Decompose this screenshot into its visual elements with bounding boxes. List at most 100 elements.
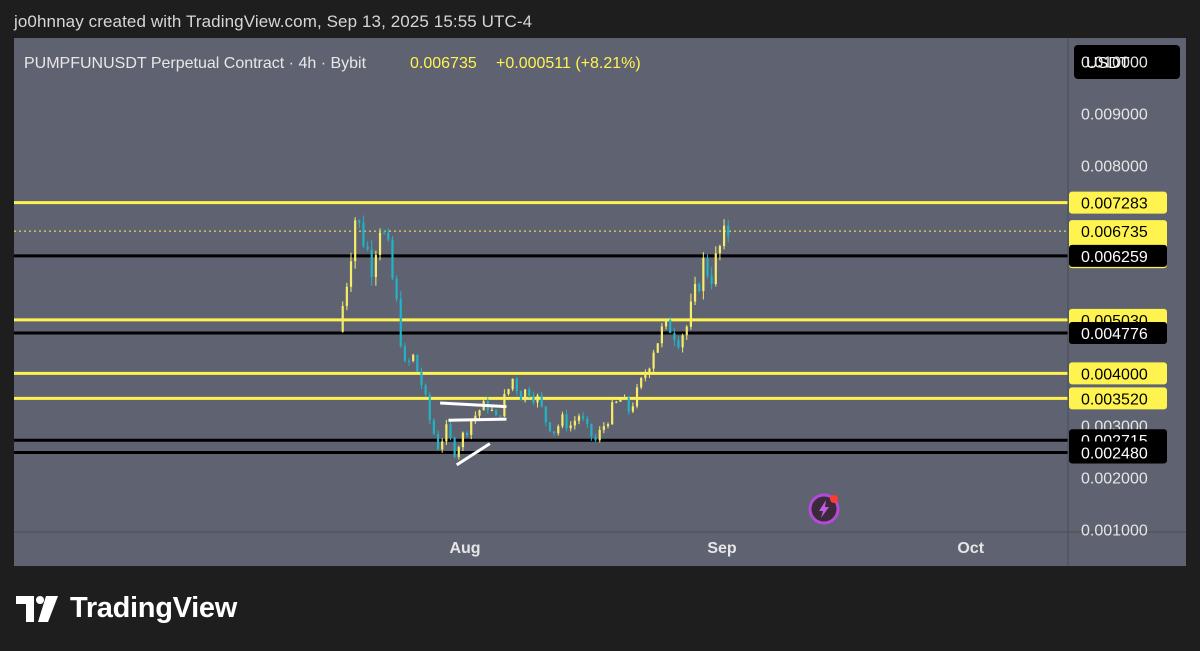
candle-body (341, 306, 344, 332)
candle-body (457, 447, 460, 457)
candle-body (669, 320, 672, 333)
candle-body (412, 354, 415, 361)
candle-body (540, 395, 543, 407)
candle-body (652, 352, 655, 369)
trend-line (455, 442, 491, 467)
tradingview-logo-icon (16, 595, 58, 622)
price-axis-tick: 0.001000 (1081, 522, 1148, 539)
price-axis-tick: 0.008000 (1081, 158, 1148, 175)
candle-body (714, 253, 717, 285)
flash-icon[interactable] (808, 493, 840, 525)
candle-body (594, 436, 597, 441)
candle-body (407, 360, 411, 362)
candle-body (673, 332, 676, 341)
candle-body (345, 286, 348, 307)
price-candles (341, 215, 730, 460)
candle-body (611, 402, 614, 425)
candle-body (420, 371, 423, 386)
candle-body (623, 397, 626, 399)
candle-body (428, 394, 431, 421)
price-level-badge (1069, 191, 1167, 214)
candle-body (606, 424, 610, 427)
price-level-label: 0.002480 (1081, 445, 1148, 462)
candle-body (528, 389, 531, 396)
candle-body (582, 416, 585, 419)
candle-body (586, 418, 589, 424)
candle-body (507, 389, 510, 394)
candle-body (677, 340, 680, 348)
price-level-label: 0.004776 (1081, 326, 1148, 343)
symbol-title: PUMPFUNUSDT Perpetual Contract · 4h · By… (24, 55, 367, 72)
candle-body (565, 414, 568, 429)
candle-body (685, 326, 688, 336)
price-level-label: 0.006735 (1081, 224, 1148, 241)
candle-body (524, 389, 527, 401)
candle-body (441, 441, 444, 450)
time-axis-tick: Sep (707, 540, 737, 557)
candle-body (656, 343, 659, 353)
candle-body (702, 257, 705, 292)
chart-attribution: jo0hnnay created with TradingView.com, S… (14, 12, 533, 31)
candle-body (573, 420, 576, 426)
candle-body (465, 432, 469, 435)
candle-body (693, 283, 697, 302)
time-axis-tick: Oct (957, 540, 984, 557)
price-level-label: 0.006259 (1081, 249, 1148, 266)
currency-button[interactable] (1074, 45, 1180, 79)
candle-body (391, 239, 394, 279)
candle-body (569, 425, 572, 429)
candle-body (681, 335, 684, 348)
candle-body (374, 254, 377, 278)
time-axis-ticks: Aug Sep Oct (449, 540, 984, 557)
candle-body (532, 395, 535, 403)
candle-body (490, 409, 494, 411)
last-price-label: 0.006735 (410, 55, 477, 72)
price-level-label: 0.003520 (1081, 391, 1148, 408)
candle-body (432, 420, 436, 434)
price-chart[interactable]: PUMPFUNUSDT Perpetual Contract · 4h · By… (14, 38, 1186, 566)
price-axis-ticks: 0.0100000.0090000.0080000.0030000.002000… (1081, 54, 1148, 539)
candle-body (536, 395, 539, 403)
candle-body (598, 429, 601, 441)
candle-body (436, 433, 440, 450)
brand-wordmark: TradingView (70, 592, 237, 624)
candle-body (470, 421, 473, 435)
price-axis-tick: 0.009000 (1081, 106, 1148, 123)
candle-body (453, 437, 456, 457)
candle-body (727, 225, 730, 237)
candle-body (602, 426, 605, 430)
candle-body (635, 387, 639, 407)
candle-body (383, 232, 386, 234)
candle-body (511, 378, 514, 390)
price-level-badge (1069, 441, 1167, 464)
candle-body (399, 299, 402, 347)
candle-body (619, 398, 622, 402)
candle-body (461, 432, 465, 448)
trend-line (448, 417, 507, 422)
candle-body (627, 397, 630, 412)
candle-body (660, 326, 663, 344)
price-level-badge (1069, 362, 1167, 385)
candle-body (499, 415, 502, 417)
candle-body (548, 422, 552, 432)
candle-body (494, 409, 498, 416)
tradingview-logo[interactable]: TradingView (16, 592, 237, 625)
time-axis-tick: Aug (449, 540, 480, 557)
price-axis-tick: 0.010000 (1081, 54, 1148, 71)
candle-body (718, 246, 722, 254)
candle-body (424, 385, 427, 395)
candle-body (349, 261, 353, 287)
candle-body (590, 423, 593, 437)
price-level-badge (1069, 387, 1167, 410)
candle-body (354, 220, 357, 262)
candle-body (403, 346, 406, 361)
candle-body (557, 426, 560, 434)
price-level-badge (1069, 244, 1167, 267)
candle-body (416, 354, 419, 372)
candle-body (449, 424, 452, 438)
candle-body (478, 410, 481, 416)
candle-body (706, 257, 709, 276)
chart-panel[interactable]: PUMPFUNUSDT Perpetual Contract · 4h · By… (14, 38, 1186, 566)
candle-body (640, 377, 643, 388)
candle-body (362, 222, 365, 247)
